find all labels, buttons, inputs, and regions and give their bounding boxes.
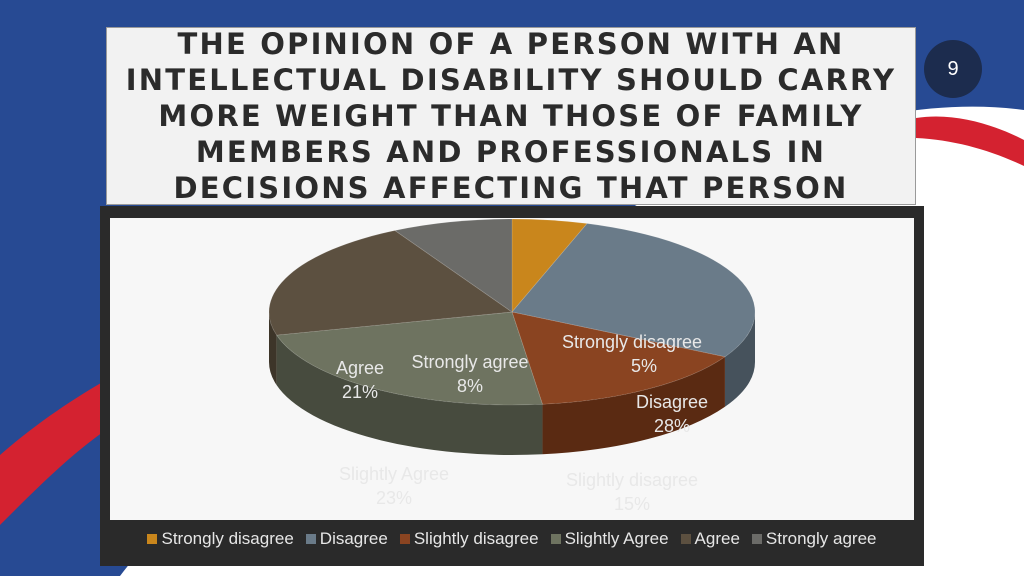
- legend-item-slightly-disagree: Slightly disagree: [399, 529, 539, 549]
- legend-swatch-slightly-disagree: [399, 534, 410, 544]
- pie-slice-slightly-agree: [275, 311, 544, 406]
- slice-value-strongly-disagree: 5%: [631, 356, 657, 376]
- legend-swatch-strongly-disagree: [147, 534, 158, 544]
- pie-side-agree: [269, 312, 277, 386]
- red-swoosh-right: [916, 116, 1024, 166]
- slice-value-slightly-agree: 23%: [376, 488, 412, 508]
- legend-item-strongly-agree: Strongly agree: [751, 529, 877, 549]
- slide-title: THE OPINION OF A PERSON WITH AN INTELLEC…: [125, 27, 897, 205]
- pie-slice-slightly-disagree: [511, 311, 726, 405]
- slice-label-agree: Agree: [336, 358, 384, 378]
- legend-item-disagree: Disagree: [305, 529, 388, 549]
- legend-item-agree: Agree: [680, 529, 740, 549]
- slice-label-slightly-agree: Slightly Agree: [339, 464, 449, 484]
- legend-item-strongly-disagree: Strongly disagree: [147, 529, 294, 549]
- page-number-badge: 9: [924, 40, 982, 98]
- legend-label-slightly-disagree: Slightly disagree: [413, 529, 539, 548]
- chart-legend: Strongly disagree Disagree Slightly disagr…: [100, 524, 924, 554]
- slice-label-slightly-disagree: Slightly disagree: [566, 470, 698, 490]
- red-swoosh-left: [0, 380, 106, 525]
- slice-label-disagree: Disagree: [636, 392, 708, 412]
- pie-chart: Strongly disagree 5% Disagree 28% Slightly d…: [110, 218, 914, 520]
- legend-swatch-slightly-agree: [550, 534, 561, 544]
- legend-swatch-strongly-agree: [751, 534, 762, 544]
- pie-slice-agree: [268, 230, 514, 336]
- legend-swatch-disagree: [305, 534, 316, 544]
- slice-value-agree: 21%: [342, 382, 378, 402]
- legend-swatch-agree: [680, 534, 691, 544]
- pie-slice-strongly-agree: [393, 218, 513, 313]
- pie-side-slightly-disagree: [542, 356, 725, 455]
- slice-value-slightly-disagree: 15%: [614, 494, 650, 514]
- legend-label-agree: Agree: [694, 529, 740, 548]
- pie-side-disagree: [724, 312, 755, 407]
- chart-frame: Strongly disagree 5% Disagree 28% Slightly d…: [100, 206, 924, 566]
- legend-label-strongly-agree: Strongly agree: [765, 529, 877, 548]
- slice-label-strongly-agree: Strongly agree: [411, 352, 528, 372]
- title-box: THE OPINION OF A PERSON WITH AN INTELLEC…: [106, 27, 916, 205]
- pie-side-slightly-agree: [276, 335, 543, 455]
- legend-label-strongly-disagree: Strongly disagree: [161, 529, 294, 548]
- page-number: 9: [947, 57, 959, 80]
- pie-slice-strongly-disagree: [511, 218, 588, 314]
- slice-value-strongly-agree: 8%: [457, 376, 483, 396]
- slice-value-disagree: 28%: [654, 416, 690, 436]
- slice-label-strongly-disagree: Strongly disagree: [562, 332, 702, 352]
- pie-slice-disagree: [511, 223, 756, 358]
- legend-item-slightly-agree: Slightly Agree: [550, 529, 669, 549]
- legend-label-slightly-agree: Slightly Agree: [564, 529, 669, 548]
- legend-label-disagree: Disagree: [319, 529, 388, 548]
